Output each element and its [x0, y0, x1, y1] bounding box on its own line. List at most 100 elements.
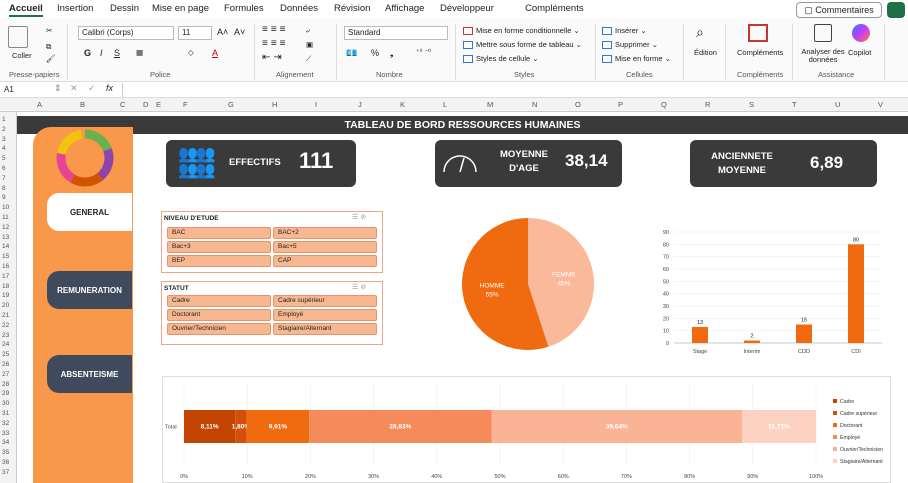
decrease-font-icon[interactable]: A˅	[234, 27, 246, 37]
slicer-item[interactable]: Employé	[273, 309, 377, 321]
slicer-item[interactable]: Ouvrier/Technicien	[167, 323, 271, 335]
column-header[interactable]: M	[487, 100, 494, 109]
row-header[interactable]: 18	[2, 282, 10, 290]
row-header[interactable]: 33	[2, 429, 10, 437]
paste-button[interactable]: Coller	[12, 51, 32, 60]
underline-icon[interactable]: S	[114, 48, 121, 58]
menu-7[interactable]: Affichage	[385, 3, 425, 14]
row-header[interactable]: 37	[2, 468, 10, 476]
row-header[interactable]: 20	[2, 302, 10, 310]
conditional-format-button[interactable]: Mise en forme conditionnelle ⌄	[463, 26, 580, 36]
column-header[interactable]: H	[272, 100, 278, 109]
bold-icon[interactable]: G	[84, 48, 92, 58]
increase-font-icon[interactable]: A˄	[217, 27, 229, 37]
row-header[interactable]: 15	[2, 253, 10, 261]
merge-icon[interactable]: ▣	[306, 40, 314, 49]
column-header[interactable]: S	[749, 100, 755, 109]
column-header[interactable]: C	[120, 100, 126, 109]
row-header[interactable]: 34	[2, 439, 10, 447]
row-header[interactable]: 25	[2, 351, 10, 359]
namebox-stepper-icon[interactable]: ⇕	[54, 83, 62, 93]
align-top-icons[interactable]: ≡≡≡	[262, 24, 289, 35]
row-header[interactable]: 27	[2, 370, 10, 378]
copilot-button[interactable]: Copilot	[848, 48, 872, 57]
multiselect-icon[interactable]: ☰ ⊘	[352, 214, 367, 221]
indent-icons[interactable]: ⇤⇥	[262, 52, 285, 63]
italic-icon[interactable]: I	[100, 48, 103, 58]
column-header[interactable]: N	[532, 100, 538, 109]
row-header[interactable]: 12	[2, 223, 10, 231]
column-header[interactable]: F	[183, 100, 188, 109]
column-header[interactable]: L	[443, 100, 448, 109]
menu-6[interactable]: Révision	[334, 3, 371, 14]
addins-button[interactable]: Compléments	[737, 48, 784, 57]
column-header[interactable]: O	[575, 100, 581, 109]
slicer-item[interactable]: Bac+5	[273, 241, 377, 253]
column-header[interactable]: I	[315, 100, 318, 109]
thousands-icon[interactable]: ❟	[390, 48, 394, 58]
row-header[interactable]: 10	[2, 204, 10, 212]
row-header[interactable]: 23	[2, 331, 10, 339]
slicer-item[interactable]: BAC	[167, 227, 271, 239]
row-header[interactable]: 13	[2, 233, 10, 241]
row-header[interactable]: 8	[2, 184, 6, 192]
column-header[interactable]: U	[835, 100, 841, 109]
format-table-button[interactable]: Mettre sous forme de tableau ⌄	[463, 40, 582, 50]
row-header[interactable]: 5	[2, 155, 6, 163]
slicer-item[interactable]: CAP	[273, 255, 377, 267]
slicer-item[interactable]: BEP	[167, 255, 271, 267]
stack-segment[interactable]	[741, 410, 816, 443]
stack-segment[interactable]	[246, 410, 310, 443]
column-header[interactable]: J	[358, 100, 362, 109]
menu-5[interactable]: Données	[280, 3, 319, 14]
format-cells-button[interactable]: Mise en forme ⌄	[602, 54, 671, 64]
cut-icon[interactable]: ✂	[46, 26, 53, 35]
insert-cells-button[interactable]: Insérer ⌄	[602, 26, 647, 36]
cancel-icon[interactable]: ✕	[70, 83, 78, 93]
stack-segment[interactable]	[184, 410, 236, 443]
row-header[interactable]: 30	[2, 400, 10, 408]
row-header[interactable]: 29	[2, 390, 10, 398]
row-header[interactable]: 31	[2, 410, 10, 417]
analyze-data-button[interactable]: Analyser des données	[801, 47, 845, 64]
cell-styles-button[interactable]: Styles de cellule ⌄	[463, 54, 539, 64]
copilot-icon[interactable]	[852, 24, 870, 42]
row-header[interactable]: 17	[2, 272, 10, 280]
row-header[interactable]: 26	[2, 361, 10, 368]
column-header[interactable]: P	[618, 100, 624, 109]
name-box[interactable]: A1	[4, 85, 14, 94]
slicer-item[interactable]: Stagiaire/Alternant	[273, 323, 377, 335]
column-header[interactable]: R	[705, 100, 711, 109]
number-format-select[interactable]: Standard	[344, 26, 448, 40]
slicer-item[interactable]: Bac+3	[167, 241, 271, 253]
align-horizontal-icons[interactable]: ≡≡≡	[262, 38, 289, 49]
copy-icon[interactable]: ⧉	[46, 42, 52, 51]
menu-8[interactable]: Développeur	[440, 3, 494, 14]
edit-button[interactable]: Édition	[694, 48, 717, 57]
row-header[interactable]: 6	[2, 165, 6, 172]
column-header[interactable]: B	[80, 100, 86, 109]
tab-absenteisme[interactable]: ABSENTEISME	[47, 355, 132, 393]
slicer-item[interactable]: Cadre supérieur	[273, 295, 377, 307]
row-header[interactable]: 7	[2, 174, 6, 182]
menu-9[interactable]: Compléments	[525, 3, 584, 14]
font-name-select[interactable]: Calibri (Corps)	[78, 26, 174, 40]
bar-stage[interactable]	[692, 326, 708, 343]
column-header[interactable]: G	[228, 100, 234, 109]
row-header[interactable]: 14	[2, 243, 10, 251]
tab-general[interactable]: GENERAL	[47, 193, 132, 231]
slicer-item[interactable]: Cadre	[167, 295, 271, 307]
decimal-icons[interactable]: ⁺⁰ ⁻⁰	[416, 49, 431, 56]
paste-icon[interactable]	[8, 26, 28, 48]
font-size-select[interactable]: 11	[178, 26, 212, 40]
row-header[interactable]: 19	[2, 292, 10, 300]
column-header[interactable]: T	[792, 100, 797, 109]
row-header[interactable]: 9	[2, 194, 6, 202]
function-icon[interactable]: fx	[106, 83, 114, 93]
stack-segment[interactable]	[491, 410, 742, 443]
row-header[interactable]: 11	[2, 214, 9, 221]
column-header[interactable]: A	[37, 100, 43, 109]
row-header[interactable]: 35	[2, 449, 10, 457]
row-header[interactable]: 24	[2, 341, 10, 349]
row-header[interactable]: 3	[2, 135, 6, 143]
